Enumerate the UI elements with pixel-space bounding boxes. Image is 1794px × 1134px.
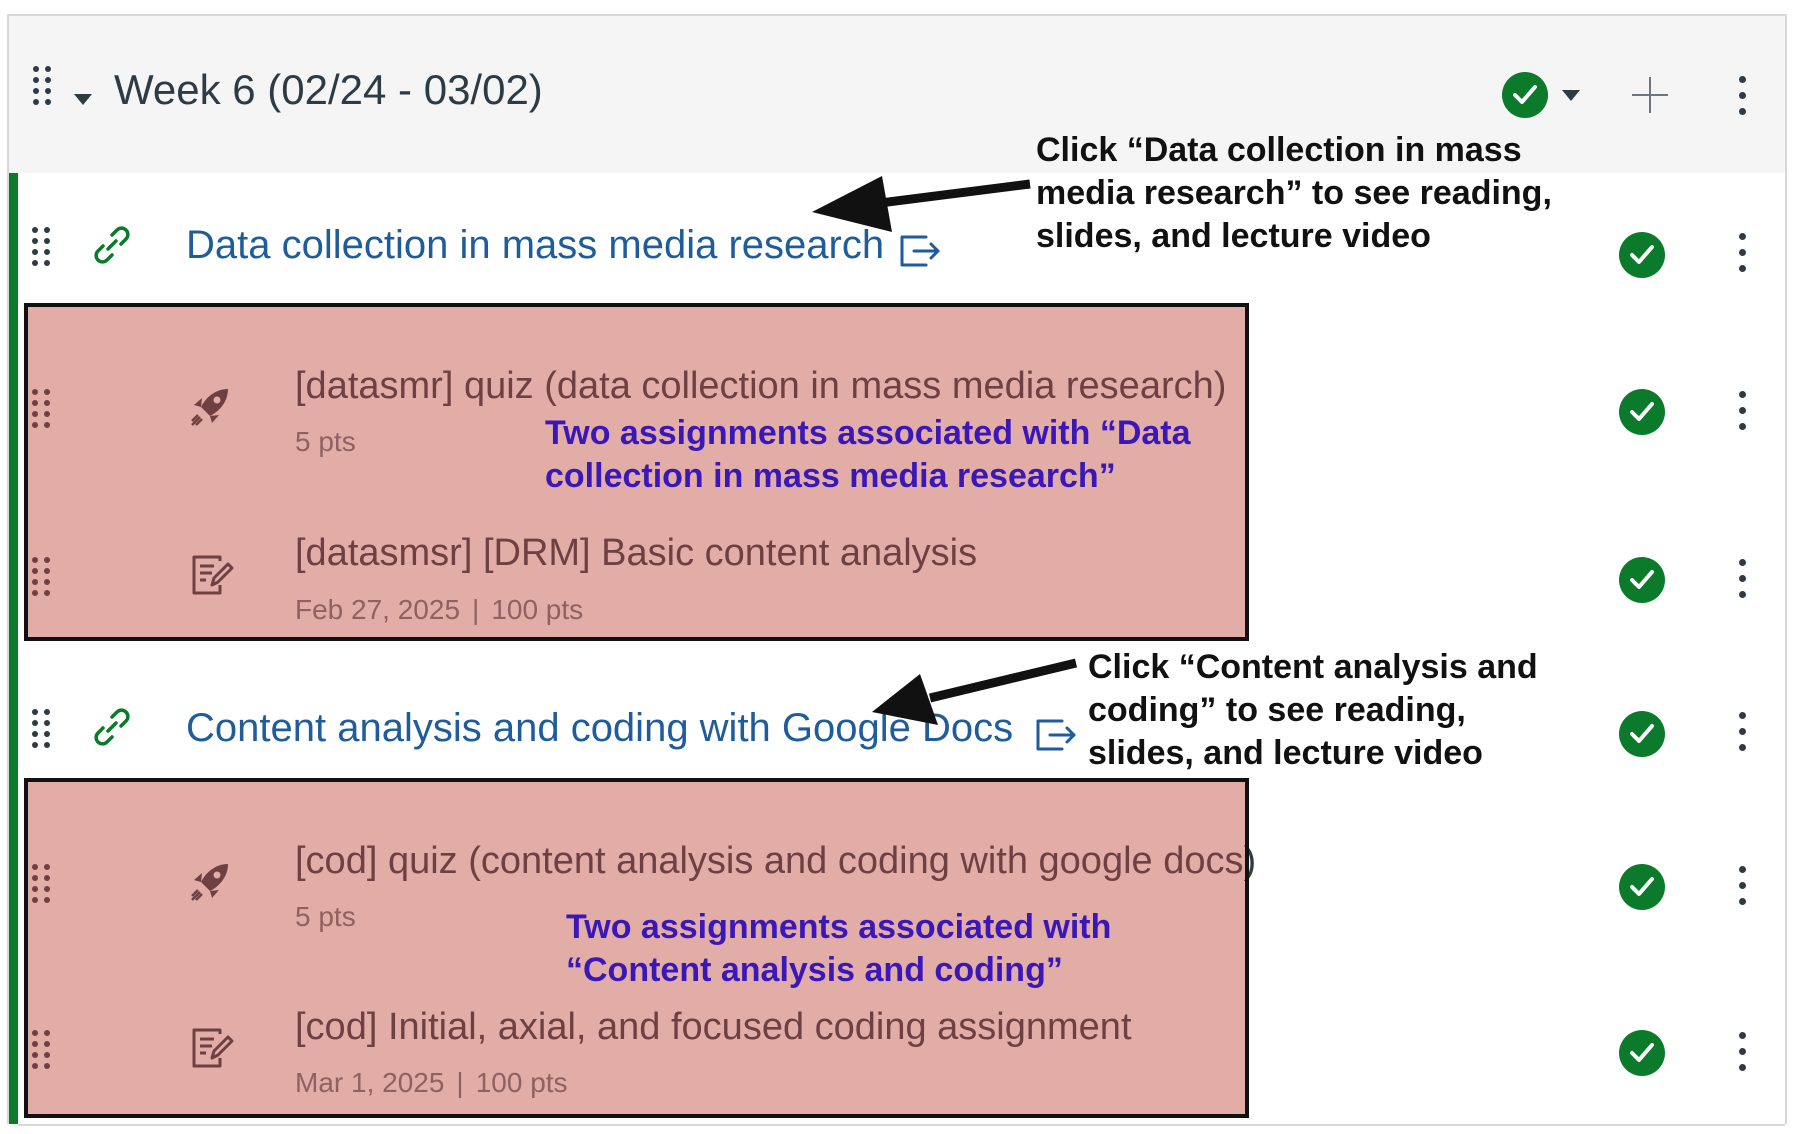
item-due-date: Mar 1, 2025 bbox=[295, 1067, 445, 1098]
assignment-icon bbox=[190, 1026, 234, 1075]
annotation-line: Click “Data collection in mass bbox=[1036, 131, 1522, 169]
item-title-basic-content-analysis[interactable]: [datasmsr] [DRM] Basic content analysis bbox=[295, 532, 978, 574]
item-points: 5 pts bbox=[295, 901, 356, 932]
drag-handle-icon[interactable] bbox=[32, 709, 50, 749]
module-progress-bar bbox=[9, 173, 18, 1124]
annotation-line: media research” to see reading, bbox=[1036, 174, 1552, 212]
published-check-icon[interactable] bbox=[1619, 557, 1665, 603]
item-meta: Mar 1, 2025 | 100 pts bbox=[295, 1067, 568, 1099]
item-options-kebab-icon[interactable] bbox=[1739, 559, 1747, 599]
published-check-icon[interactable] bbox=[1619, 711, 1665, 757]
drag-handle-icon[interactable] bbox=[32, 557, 50, 597]
assignment-icon bbox=[190, 553, 234, 602]
module-item-row[interactable]: [datasmsr] [DRM] Basic content analysis … bbox=[18, 493, 1785, 663]
annotation-first-link: Click “Data collection in mass media res… bbox=[1036, 129, 1552, 258]
item-title-data-collection[interactable]: Data collection in mass media research bbox=[186, 223, 885, 267]
item-options-kebab-icon[interactable] bbox=[1739, 233, 1747, 273]
annotation-line: slides, and lecture video bbox=[1036, 217, 1431, 255]
published-check-icon[interactable] bbox=[1619, 864, 1665, 910]
published-check-icon[interactable] bbox=[1619, 1030, 1665, 1076]
item-title-coding-assignment[interactable]: [cod] Initial, axial, and focused coding… bbox=[295, 1006, 1132, 1048]
meta-separator: | bbox=[456, 1067, 464, 1098]
link-icon bbox=[90, 705, 134, 754]
item-title-datasmr-quiz[interactable]: [datasmr] quiz (data collection in mass … bbox=[295, 365, 1227, 407]
published-check-icon[interactable] bbox=[1502, 72, 1548, 118]
link-icon bbox=[90, 223, 134, 272]
annotation-second-link: Click “Content analysis and coding” to s… bbox=[1088, 646, 1538, 775]
published-check-icon[interactable] bbox=[1619, 389, 1665, 435]
external-link-icon[interactable] bbox=[898, 233, 942, 274]
published-check-icon[interactable] bbox=[1619, 232, 1665, 278]
item-options-kebab-icon[interactable] bbox=[1739, 391, 1747, 431]
item-options-kebab-icon[interactable] bbox=[1739, 866, 1747, 906]
annotation-line: collection in mass media research” bbox=[545, 457, 1116, 495]
item-options-kebab-icon[interactable] bbox=[1739, 712, 1747, 752]
item-meta: Feb 27, 2025 | 100 pts bbox=[295, 594, 583, 626]
meta-separator: | bbox=[472, 594, 480, 625]
module-item-row[interactable]: [datasmr] quiz (data collection in mass … bbox=[18, 325, 1785, 495]
annotation-line: “Content analysis and coding” bbox=[566, 951, 1063, 989]
annotation-first-group: Two assignments associated with “Data co… bbox=[545, 412, 1191, 498]
item-options-kebab-icon[interactable] bbox=[1739, 1032, 1747, 1072]
item-title-cod-quiz[interactable]: [cod] quiz (content analysis and coding … bbox=[295, 840, 1257, 882]
annotation-line: Two assignments associated with bbox=[566, 908, 1112, 946]
module-item-row[interactable]: [cod] Initial, axial, and focused coding… bbox=[18, 968, 1785, 1126]
module-header[interactable]: Week 6 (02/24 - 03/02) bbox=[9, 16, 1785, 175]
module-options-kebab-icon[interactable] bbox=[1739, 76, 1747, 116]
annotation-second-group: Two assignments associated with “Content… bbox=[566, 906, 1111, 992]
collapse-caret-icon[interactable] bbox=[74, 94, 92, 105]
item-points: 100 pts bbox=[475, 1067, 568, 1098]
annotation-line: coding” to see reading, bbox=[1088, 691, 1466, 729]
drag-handle-icon[interactable] bbox=[32, 389, 50, 429]
drag-handle-icon[interactable] bbox=[32, 1030, 50, 1070]
rocket-icon bbox=[188, 860, 232, 909]
drag-handle-icon[interactable] bbox=[33, 66, 51, 106]
annotation-line: Click “Content analysis and bbox=[1088, 648, 1538, 686]
drag-handle-icon[interactable] bbox=[32, 227, 50, 267]
external-link-icon[interactable] bbox=[1034, 717, 1078, 758]
item-title-content-analysis[interactable]: Content analysis and coding with Google … bbox=[186, 706, 1014, 750]
rocket-icon bbox=[188, 385, 232, 434]
annotation-line: Two assignments associated with “Data bbox=[545, 414, 1191, 452]
add-item-plus-icon[interactable] bbox=[1632, 77, 1668, 113]
publish-options-caret-icon[interactable] bbox=[1562, 90, 1580, 101]
module-title: Week 6 (02/24 - 03/02) bbox=[114, 66, 543, 113]
item-points: 5 pts bbox=[295, 426, 356, 457]
annotation-line: slides, and lecture video bbox=[1088, 734, 1483, 772]
drag-handle-icon[interactable] bbox=[32, 864, 50, 904]
module-item-row[interactable]: [cod] quiz (content analysis and coding … bbox=[18, 800, 1785, 970]
item-due-date: Feb 27, 2025 bbox=[295, 594, 461, 625]
item-points: 100 pts bbox=[491, 594, 584, 625]
